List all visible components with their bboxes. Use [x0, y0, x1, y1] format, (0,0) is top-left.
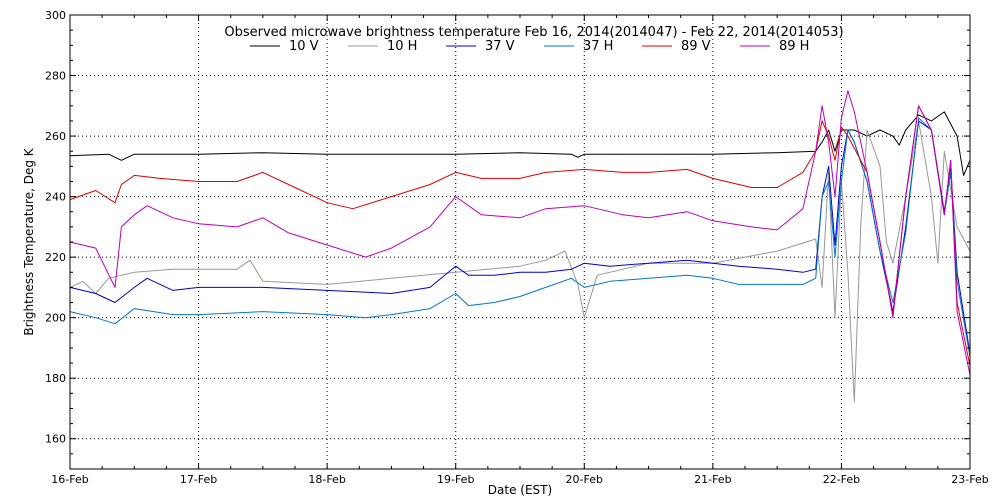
series-line-89-v [69, 105, 971, 367]
series-line-89-h [69, 90, 971, 376]
series-line-10-v [69, 111, 971, 176]
y-tick-label: 260 [45, 130, 66, 143]
x-tick-label: 22-Feb [823, 473, 860, 486]
series-line-37-v [69, 120, 971, 355]
y-tick-label: 160 [45, 433, 66, 446]
x-tick-label: 16-Feb [51, 473, 88, 486]
y-tick-label: 200 [45, 312, 66, 325]
y-axis-title: Brightness Temperature, Deg K [22, 147, 36, 335]
y-tick-label: 300 [45, 9, 66, 22]
legend-label: 37 H [583, 39, 613, 54]
x-tick-label: 21-Feb [694, 473, 731, 486]
legend-label: 10 V [289, 39, 319, 54]
series-layer [69, 90, 971, 403]
series-line-10-h [69, 120, 971, 403]
legend-label: 37 V [485, 39, 515, 54]
chart-title: Observed microwave brightness temperatur… [224, 25, 843, 40]
y-tick-label: 240 [45, 191, 66, 204]
x-tick-label: 19-Feb [437, 473, 474, 486]
y-tick-layer: 160 180 200 220 240 260 280 300 [45, 9, 970, 455]
legend-label: 89 H [779, 39, 809, 54]
legend: 10 V 10 H 37 V 37 H 89 V 89 H [250, 39, 809, 54]
x-tick-label: 23-Feb [951, 473, 988, 486]
legend-label: 10 H [387, 39, 417, 54]
y-tick-label: 180 [45, 372, 66, 385]
x-tick-label: 17-Feb [180, 473, 217, 486]
legend-label: 89 V [681, 39, 711, 54]
x-tick-label: 18-Feb [308, 473, 345, 486]
x-tick-layer: 16-Feb 17-Feb 18-Feb 19-Feb 20-Feb 21-Feb 22-F… [51, 15, 989, 486]
x-axis-title: Date (EST) [488, 483, 552, 497]
y-tick-label: 280 [45, 70, 66, 83]
y-tick-label: 220 [45, 251, 66, 264]
x-tick-label: 20-Feb [566, 473, 603, 486]
